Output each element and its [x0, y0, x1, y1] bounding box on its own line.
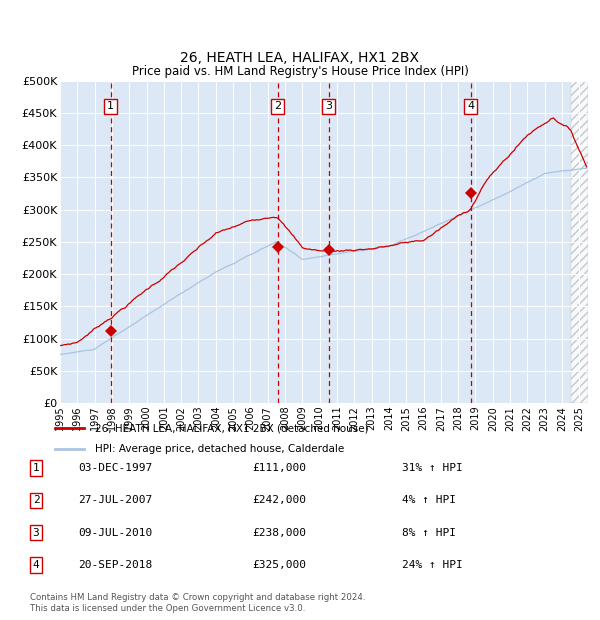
Text: 03-DEC-1997: 03-DEC-1997 — [78, 463, 152, 473]
Text: 31% ↑ HPI: 31% ↑ HPI — [402, 463, 463, 473]
Text: Price paid vs. HM Land Registry's House Price Index (HPI): Price paid vs. HM Land Registry's House … — [131, 64, 469, 78]
Text: 27-JUL-2007: 27-JUL-2007 — [78, 495, 152, 505]
Text: 1: 1 — [107, 102, 114, 112]
Text: 26, HEATH LEA, HALIFAX, HX1 2BX (detached house): 26, HEATH LEA, HALIFAX, HX1 2BX (detache… — [95, 423, 368, 433]
Text: £111,000: £111,000 — [252, 463, 306, 473]
Text: 2: 2 — [32, 495, 40, 505]
Text: £325,000: £325,000 — [252, 560, 306, 570]
Text: £242,000: £242,000 — [252, 495, 306, 505]
Text: HPI: Average price, detached house, Calderdale: HPI: Average price, detached house, Cald… — [95, 444, 344, 454]
Text: 3: 3 — [32, 528, 40, 538]
Text: 2: 2 — [274, 102, 281, 112]
Text: 24% ↑ HPI: 24% ↑ HPI — [402, 560, 463, 570]
Text: 09-JUL-2010: 09-JUL-2010 — [78, 528, 152, 538]
Text: £238,000: £238,000 — [252, 528, 306, 538]
Text: 20-SEP-2018: 20-SEP-2018 — [78, 560, 152, 570]
Text: 3: 3 — [325, 102, 332, 112]
Text: Contains HM Land Registry data © Crown copyright and database right 2024.
This d: Contains HM Land Registry data © Crown c… — [30, 593, 365, 613]
Text: 1: 1 — [32, 463, 40, 473]
Text: 4: 4 — [32, 560, 40, 570]
Text: 4: 4 — [467, 102, 474, 112]
Text: 8% ↑ HPI: 8% ↑ HPI — [402, 528, 456, 538]
Text: 4% ↑ HPI: 4% ↑ HPI — [402, 495, 456, 505]
Text: 26, HEATH LEA, HALIFAX, HX1 2BX: 26, HEATH LEA, HALIFAX, HX1 2BX — [181, 51, 419, 65]
